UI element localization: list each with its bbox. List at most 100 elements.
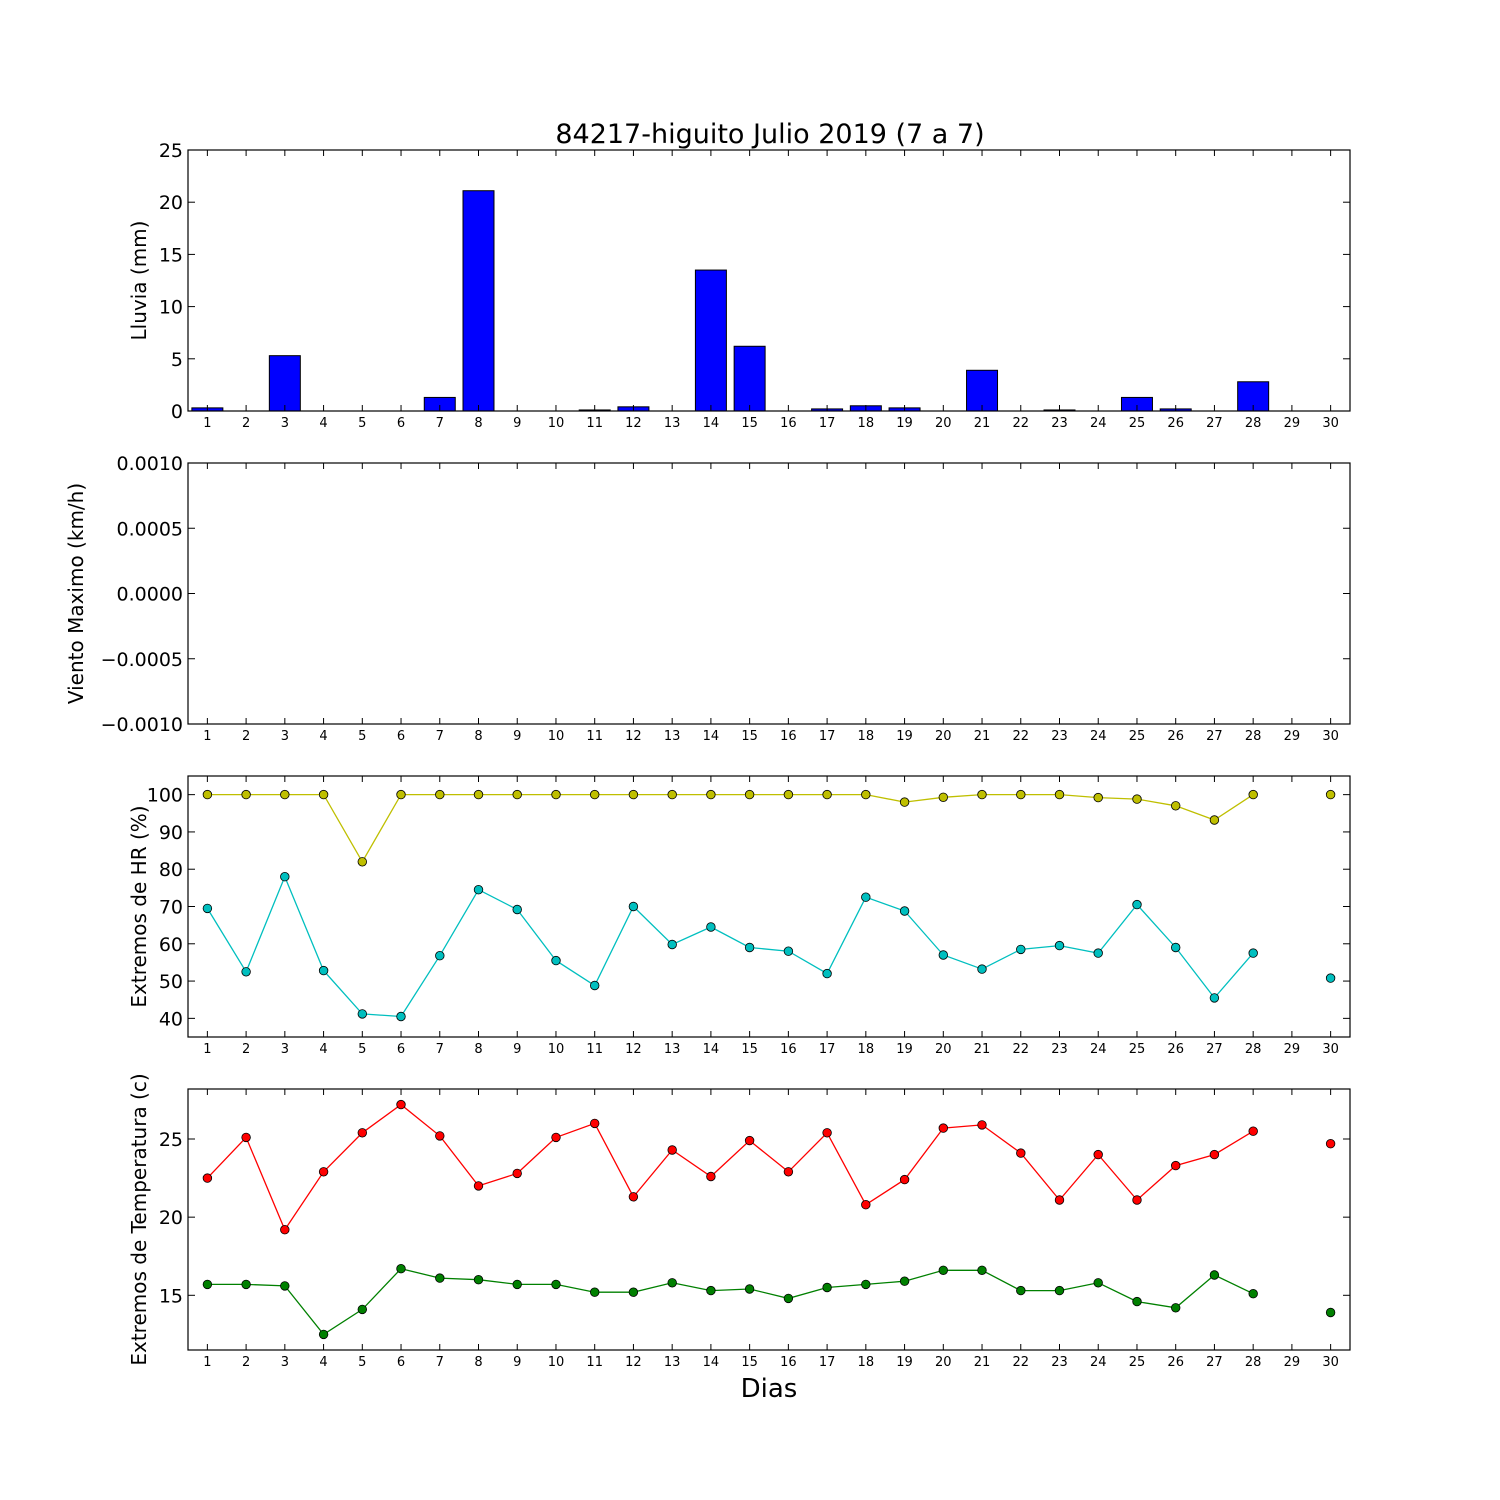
humidity-series-1-point: [473, 789, 484, 800]
temperature-series-1-point: [1170, 1160, 1181, 1171]
temperature-series-2-line: [207, 1267, 1254, 1336]
humidity-xtick-label: 2: [242, 1042, 250, 1057]
humidity-xtick-label: 26: [1167, 1042, 1184, 1057]
temperature-series-2-point: [1132, 1296, 1142, 1307]
humidity-ytick-label: 70: [159, 897, 183, 919]
temperature-xtick-label: 3: [281, 1355, 289, 1370]
humidity-xtick-label: 15: [741, 1042, 758, 1057]
temperature-xtick-label: 25: [1129, 1355, 1146, 1370]
max-wind-xtick-label: 24: [1090, 729, 1107, 744]
temperature-xtick-label: 27: [1206, 1355, 1223, 1370]
rainfall-xtick-label: 11: [586, 416, 603, 431]
humidity-xtick-label: 13: [664, 1042, 681, 1057]
temperature-xtick-label: 22: [1012, 1355, 1029, 1370]
temperature-series-1-point: [396, 1099, 406, 1110]
humidity-series-2-point: [590, 980, 600, 991]
humidity-series-1-point: [1209, 815, 1220, 825]
rainfall-xtick-label: 29: [1284, 416, 1301, 431]
humidity-xtick-label: 25: [1129, 1042, 1146, 1057]
max-wind-xtick-label: 2: [242, 729, 250, 744]
humidity-xtick-label: 18: [858, 1042, 875, 1057]
humidity-series-2-point: [628, 901, 639, 912]
temperature-series-1-point: [202, 1173, 213, 1183]
temperature-xtick-label: 12: [625, 1355, 642, 1370]
humidity-series-2-point: [1248, 948, 1258, 958]
humidity-xtick-label: 5: [358, 1042, 366, 1057]
temperature-xtick-label: 24: [1090, 1355, 1107, 1370]
humidity-ytick-label: 50: [159, 971, 183, 993]
rainfall-xtick-label: 28: [1245, 416, 1262, 431]
temperature-series-1-point: [1325, 1138, 1336, 1149]
humidity-series-1-point: [551, 789, 561, 800]
humidity-series-2-point: [1170, 942, 1181, 953]
rainfall-xtick-label: 8: [474, 416, 482, 431]
temperature-xtick-label: 15: [741, 1355, 758, 1370]
max-wind-xtick-label: 6: [397, 729, 405, 744]
temperature-xtick-label: 10: [548, 1355, 565, 1370]
humidity-xtick-label: 4: [319, 1042, 327, 1057]
max-wind-xtick-label: 17: [819, 729, 836, 744]
rainfall-xtick-label: 5: [358, 416, 366, 431]
humidity-series-2-line: [206, 874, 1254, 1018]
humidity-xtick-label: 16: [780, 1042, 797, 1057]
humidity-series-1-point: [783, 789, 794, 800]
humidity-series-2-point: [822, 968, 832, 979]
rainfall-xtick-label: 16: [780, 416, 797, 431]
humidity-series-2-point: [512, 904, 522, 915]
max-wind-xtick-label: 8: [474, 729, 482, 744]
temperature-series-2-point: [783, 1293, 794, 1304]
max-wind-xtick-label: 3: [281, 729, 289, 744]
max-wind-xtick-label: 13: [664, 729, 681, 744]
rainfall-bar: [694, 269, 727, 412]
temperature-ytick-label: 20: [159, 1207, 183, 1229]
humidity-series-2-point: [783, 946, 794, 956]
temperature-series-2-point: [706, 1285, 716, 1296]
humidity-y-axis-label: Extremos de HR (%): [127, 805, 151, 1007]
rainfall-bar: [733, 345, 766, 412]
temperature-series-2-point: [1248, 1288, 1258, 1299]
temperature-ytick-label: 15: [159, 1285, 183, 1307]
humidity-series-1-point: [1016, 789, 1026, 800]
humidity-xtick-label: 1: [203, 1042, 211, 1057]
humidity-ytick-label: 90: [159, 822, 183, 844]
humidity-series-1-point: [938, 792, 949, 803]
humidity-xtick-label: 22: [1012, 1042, 1029, 1057]
temperature-series-1-point: [473, 1181, 484, 1191]
humidity-series-2-point: [1209, 993, 1220, 1003]
temperature-ytick-label: 25: [159, 1129, 183, 1151]
temperature-xtick-label: 16: [780, 1355, 797, 1370]
temperature-xtick-label: 2: [242, 1355, 250, 1370]
max-wind-xtick-label: 27: [1206, 729, 1223, 744]
temperature-y-axis-label: Extremos de Temperatura (c): [127, 1073, 151, 1365]
humidity-xtick-label: 10: [548, 1042, 565, 1057]
humidity-series-1-point: [628, 789, 639, 800]
humidity-series-2-point: [1093, 948, 1103, 958]
humidity-ytick-label: 60: [159, 934, 183, 956]
temperature-series-2-point: [822, 1282, 832, 1293]
humidity-series-1-point: [977, 789, 987, 800]
max-wind-xtick-label: 1: [203, 729, 211, 744]
humidity-series-2-point: [318, 965, 329, 976]
temperature-xtick-label: 21: [974, 1355, 991, 1370]
max-wind-xtick-label: 18: [858, 729, 875, 744]
max-wind-xtick-label: 25: [1129, 729, 1146, 744]
temperature-xtick-label: 6: [397, 1355, 405, 1370]
humidity-series-1-point: [744, 789, 755, 800]
temperature-series-2-point: [1170, 1303, 1181, 1313]
temperature-series-1-point: [861, 1199, 871, 1210]
temperature-xtick-label: 9: [513, 1355, 521, 1370]
humidity-series-2-point: [551, 955, 561, 966]
temperature-xtick-label: 17: [819, 1355, 836, 1370]
humidity-series-2-point: [1054, 940, 1065, 951]
max-wind-ytick-label: −0.0005: [101, 649, 183, 671]
humidity-xtick-label: 3: [281, 1042, 289, 1057]
temperature-series-2-point: [202, 1279, 213, 1290]
temperature-xtick-label: 11: [586, 1355, 603, 1370]
temperature-series-2-point: [280, 1281, 290, 1291]
humidity-series-1-point: [202, 789, 213, 800]
temperature-series-2-point: [318, 1329, 329, 1340]
humidity-series-2-point: [977, 964, 987, 974]
max-wind-xtick-label: 28: [1245, 729, 1262, 744]
